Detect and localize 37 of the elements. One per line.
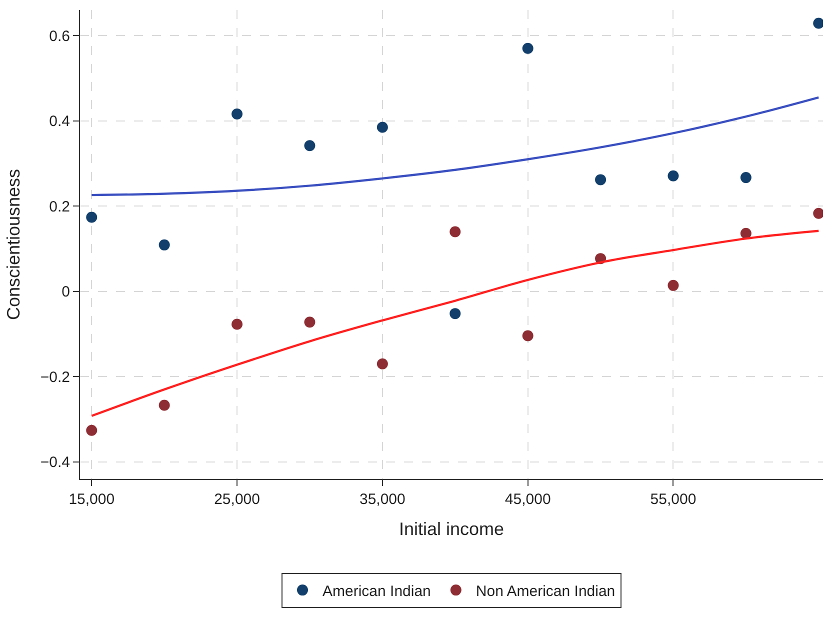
point: [304, 316, 316, 328]
point: [522, 330, 534, 342]
y-axis-title: Conscientiousness: [4, 168, 24, 320]
x-axis-title: Initial income: [398, 519, 504, 540]
legend-label: American Indian: [322, 582, 431, 600]
y-tick-label: −0.2: [40, 368, 70, 386]
point: [304, 140, 316, 152]
point: [376, 358, 388, 370]
x-tick-label: 55,000: [650, 491, 696, 508]
point: [86, 212, 98, 223]
point: [813, 18, 823, 29]
y-tick-label: 0: [62, 284, 70, 301]
legend-label: Non American Indian: [476, 582, 616, 600]
point: [668, 170, 679, 182]
y-tick-label: 0.4: [49, 113, 70, 130]
point: [158, 400, 170, 411]
point: [376, 122, 388, 133]
y-tick-label: 0.6: [49, 28, 70, 45]
point: [450, 308, 461, 320]
x-tick-label: 25,000: [214, 491, 260, 508]
point: [232, 318, 243, 330]
line-series: [90, 96, 820, 196]
x-tick-label: 15,000: [68, 491, 115, 508]
point: [813, 208, 823, 219]
point: [740, 172, 752, 184]
point: [522, 42, 534, 54]
point: [86, 424, 98, 436]
x-tick-label: 35,000: [359, 491, 406, 508]
point: [232, 108, 243, 120]
point: [158, 239, 170, 250]
point: [668, 280, 679, 291]
point: [450, 226, 461, 238]
x-tick-label: 45,000: [504, 491, 551, 508]
y-tick-label: −0.4: [40, 454, 70, 472]
y-tick-label: 0.2: [49, 198, 70, 216]
point: [595, 174, 606, 186]
point: [740, 228, 752, 239]
